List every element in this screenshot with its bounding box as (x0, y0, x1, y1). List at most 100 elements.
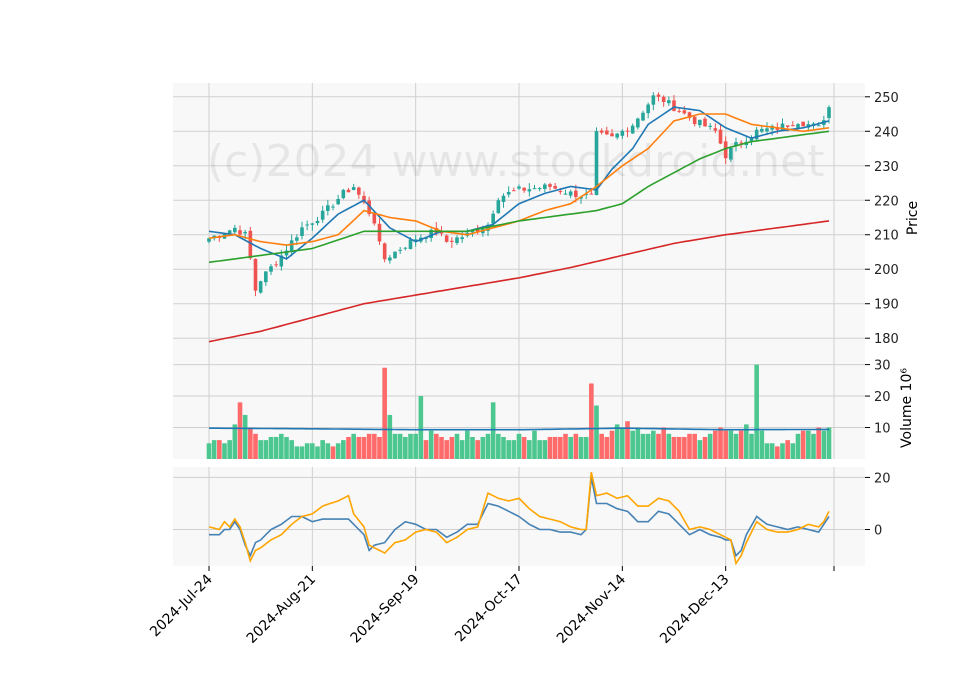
candle-body (630, 125, 635, 134)
candle-body (450, 240, 454, 242)
candle-body (553, 186, 557, 189)
volume-bar (692, 433, 697, 459)
volume-bar (227, 440, 232, 459)
candlestick-series (207, 92, 831, 297)
volume-bar (346, 436, 351, 459)
candle-body (269, 266, 273, 272)
candle-body (780, 123, 785, 131)
volume-bar (341, 440, 346, 459)
candle-body (527, 189, 532, 192)
volume-bar (423, 440, 429, 459)
candle-body (532, 188, 537, 190)
volume-bar (620, 427, 625, 459)
volume-bar (459, 440, 465, 459)
volume-bar (434, 433, 439, 459)
volume-bar (232, 424, 238, 459)
candle-body (475, 228, 480, 233)
volume-bar (645, 433, 651, 459)
x-tick-label: 2024-Nov-14 (554, 571, 629, 646)
moving-average-200 (208, 220, 830, 343)
y-tick-label: 20 (874, 471, 891, 486)
candle-body (408, 239, 413, 250)
candle-body (589, 193, 594, 195)
volume-bar (573, 433, 579, 459)
candle-body (692, 116, 697, 125)
volume-bar (263, 440, 269, 459)
volume-bar (547, 436, 553, 459)
volume-bar (785, 440, 790, 459)
volume-bar (790, 443, 796, 459)
candle-body (382, 243, 387, 260)
candle-body (625, 130, 630, 132)
candle-body (599, 130, 604, 133)
candle-body (341, 189, 346, 199)
candle-body (796, 124, 800, 129)
volume-bar (578, 436, 584, 459)
volume-bar (253, 433, 258, 459)
volume-bar (279, 433, 284, 459)
candle-body (444, 235, 449, 242)
candle-body (398, 249, 402, 251)
volume-bar (284, 436, 289, 459)
oscillator-line-b (208, 472, 830, 566)
candle-body (558, 191, 563, 193)
volume-bar (707, 433, 713, 459)
candle-body (289, 240, 294, 251)
candle-body (641, 112, 645, 121)
candle-body (310, 223, 315, 225)
candle-body (331, 206, 335, 208)
candle-body (491, 213, 495, 224)
candle-body (357, 187, 361, 195)
moving-average-long (208, 130, 830, 264)
oscillator-line-a (209, 477, 830, 558)
candle-body (336, 198, 340, 205)
y-tick-label: 210 (874, 229, 899, 244)
candle-body (816, 125, 821, 127)
volume-axis-label: Volume 10⁶ (899, 368, 915, 448)
candle-body (636, 118, 640, 128)
candle-body (305, 224, 309, 226)
volume-bar (749, 433, 754, 459)
x-tick-label: 2024-Oct-17 (452, 572, 526, 646)
y-tick-label: 30 (874, 359, 891, 374)
candle-body (791, 125, 795, 127)
volume-bar (558, 436, 563, 459)
volume-bar (537, 440, 542, 459)
x-tick-label: 2024-Sep-19 (348, 572, 423, 647)
volume-bar (599, 433, 604, 459)
volume-bar (217, 440, 222, 459)
volume-bar (656, 433, 661, 459)
volume-bar (625, 421, 630, 459)
volume-bar (754, 364, 759, 459)
candle-body (238, 230, 242, 235)
volume-bar (723, 430, 728, 459)
volume-bar (444, 440, 449, 459)
volume-bar (372, 433, 377, 459)
volume-bar (439, 436, 444, 459)
candle-body (765, 128, 769, 132)
volume-bar (661, 427, 666, 459)
candle-body (610, 133, 614, 137)
candle-body (548, 184, 552, 187)
volume-bar (320, 440, 325, 459)
volume-bar (490, 402, 496, 459)
volume-bar (594, 405, 599, 459)
volume-bar (330, 446, 336, 459)
volume-bar (583, 436, 589, 459)
volume-bar (666, 433, 672, 459)
candle-body (760, 128, 764, 132)
volume-bar (511, 440, 517, 459)
candle-body (295, 237, 299, 241)
volume-bar (403, 436, 408, 459)
candle-body (568, 191, 573, 196)
volume-bar (800, 430, 806, 459)
candle-body (563, 193, 568, 195)
volume-bar (604, 436, 610, 459)
volume-bar (454, 433, 460, 459)
volume-bar (697, 440, 703, 459)
volume-bar (738, 430, 744, 459)
volume-bar (408, 433, 413, 459)
candle-body (785, 125, 790, 127)
volume-bar (315, 446, 320, 459)
volume-bar (702, 436, 708, 459)
